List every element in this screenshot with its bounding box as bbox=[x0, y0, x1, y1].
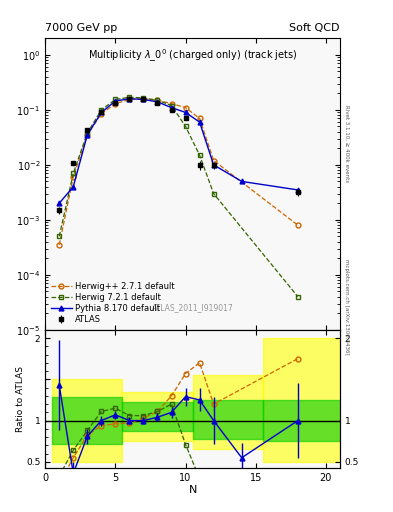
Pythia 8.170 default bbox=[113, 98, 118, 104]
Pythia 8.170 default bbox=[71, 184, 75, 190]
Herwig++ 2.7.1 default bbox=[99, 111, 104, 117]
Herwig 7.2.1 default bbox=[197, 152, 202, 158]
Herwig++ 2.7.1 default bbox=[155, 97, 160, 103]
Herwig++ 2.7.1 default bbox=[113, 100, 118, 106]
Herwig 7.2.1 default bbox=[183, 123, 188, 130]
Herwig++ 2.7.1 default bbox=[197, 115, 202, 121]
Herwig 7.2.1 default bbox=[141, 95, 146, 101]
Pythia 8.170 default bbox=[211, 162, 216, 168]
Text: ATLAS_2011_I919017: ATLAS_2011_I919017 bbox=[152, 303, 233, 312]
Herwig++ 2.7.1 default bbox=[169, 100, 174, 106]
Text: mcplots.cern.ch [arXiv:1306.3436]: mcplots.cern.ch [arXiv:1306.3436] bbox=[344, 260, 349, 355]
Pythia 8.170 default bbox=[99, 110, 104, 116]
Legend: Herwig++ 2.7.1 default, Herwig 7.2.1 default, Pythia 8.170 default, ATLAS: Herwig++ 2.7.1 default, Herwig 7.2.1 def… bbox=[50, 280, 176, 326]
Herwig++ 2.7.1 default bbox=[183, 104, 188, 111]
Herwig 7.2.1 default bbox=[127, 94, 132, 100]
Pythia 8.170 default bbox=[57, 200, 62, 206]
Herwig++ 2.7.1 default bbox=[141, 96, 146, 102]
Herwig++ 2.7.1 default bbox=[71, 174, 75, 180]
Herwig 7.2.1 default bbox=[71, 170, 75, 177]
Herwig++ 2.7.1 default bbox=[127, 96, 132, 102]
Pythia 8.170 default bbox=[141, 96, 146, 102]
Pythia 8.170 default bbox=[155, 99, 160, 105]
Herwig 7.2.1 default bbox=[99, 107, 104, 113]
Herwig 7.2.1 default bbox=[155, 97, 160, 103]
Herwig 7.2.1 default bbox=[296, 293, 300, 300]
Text: 7000 GeV pp: 7000 GeV pp bbox=[45, 23, 118, 33]
Herwig 7.2.1 default bbox=[57, 233, 62, 240]
Y-axis label: Ratio to ATLAS: Ratio to ATLAS bbox=[16, 366, 25, 432]
X-axis label: N: N bbox=[188, 485, 197, 495]
Line: Pythia 8.170 default: Pythia 8.170 default bbox=[57, 96, 300, 206]
Line: Herwig++ 2.7.1 default: Herwig++ 2.7.1 default bbox=[57, 96, 300, 247]
Herwig++ 2.7.1 default bbox=[85, 132, 90, 138]
Text: Soft QCD: Soft QCD bbox=[290, 23, 340, 33]
Herwig++ 2.7.1 default bbox=[296, 222, 300, 228]
Pythia 8.170 default bbox=[239, 178, 244, 184]
Herwig 7.2.1 default bbox=[85, 130, 90, 136]
Pythia 8.170 default bbox=[197, 119, 202, 125]
Pythia 8.170 default bbox=[183, 110, 188, 116]
Herwig++ 2.7.1 default bbox=[211, 158, 216, 164]
Pythia 8.170 default bbox=[85, 132, 90, 138]
Text: Rivet 3.1.10, ≥ 400k events: Rivet 3.1.10, ≥ 400k events bbox=[344, 105, 349, 182]
Line: Herwig 7.2.1 default: Herwig 7.2.1 default bbox=[57, 95, 300, 299]
Text: Multiplicity $\lambda\_0^0$ (charged only) (track jets): Multiplicity $\lambda\_0^0$ (charged onl… bbox=[88, 47, 298, 64]
Pythia 8.170 default bbox=[127, 96, 132, 102]
Herwig 7.2.1 default bbox=[113, 96, 118, 102]
Herwig 7.2.1 default bbox=[211, 190, 216, 197]
Pythia 8.170 default bbox=[169, 104, 174, 111]
Pythia 8.170 default bbox=[296, 187, 300, 193]
Herwig++ 2.7.1 default bbox=[57, 242, 62, 248]
Herwig 7.2.1 default bbox=[169, 102, 174, 109]
